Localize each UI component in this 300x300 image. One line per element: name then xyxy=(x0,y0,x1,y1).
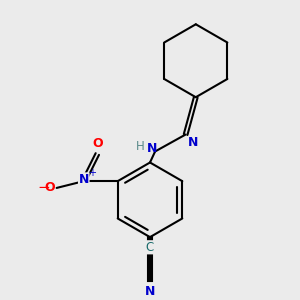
Text: H: H xyxy=(135,140,144,153)
Text: O: O xyxy=(92,137,103,150)
Text: N: N xyxy=(146,142,157,155)
Text: N: N xyxy=(79,173,89,186)
Text: −: − xyxy=(38,180,50,195)
Text: N: N xyxy=(145,285,155,298)
Text: +: + xyxy=(88,168,96,178)
Text: O: O xyxy=(44,182,55,194)
Text: N: N xyxy=(188,136,199,149)
Text: C: C xyxy=(146,241,154,254)
